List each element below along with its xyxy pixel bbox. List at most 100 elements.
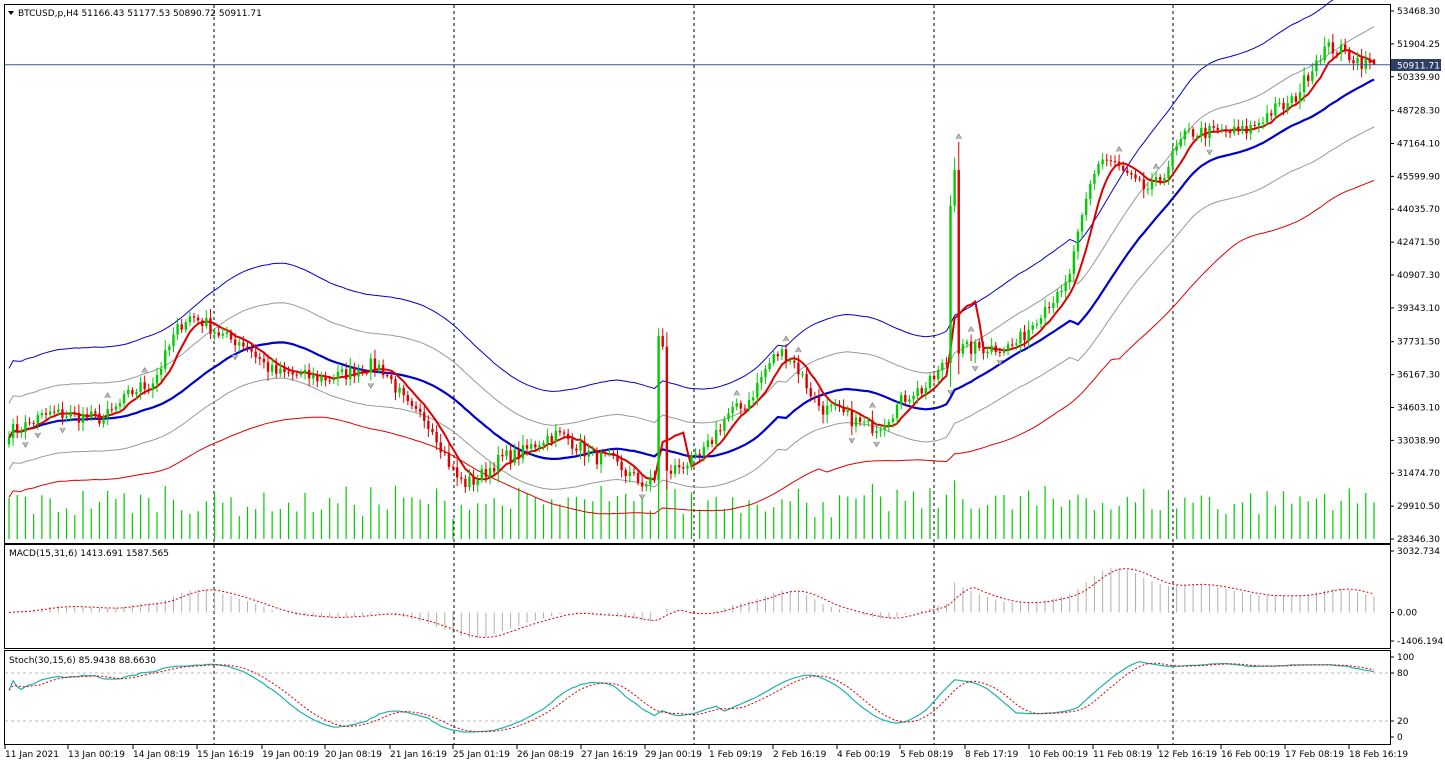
candle-body <box>830 405 833 407</box>
time-tick-label: 2 Feb 16:19 <box>773 750 827 760</box>
candle-body <box>661 336 664 347</box>
candle-body <box>1015 343 1018 345</box>
candle-body <box>965 341 969 345</box>
macd-indicator <box>8 568 1375 638</box>
candle-body <box>147 389 150 391</box>
candle-body <box>90 411 93 418</box>
candle-body <box>205 318 208 326</box>
candle-body <box>1056 292 1059 304</box>
candle-body <box>139 382 142 392</box>
candle-body <box>550 435 553 442</box>
candle-body <box>858 417 862 422</box>
candle-body <box>1278 102 1281 104</box>
candle-body <box>949 205 952 363</box>
candle-body <box>640 482 644 487</box>
candle-body <box>94 411 97 414</box>
candle-body <box>328 380 331 382</box>
price-tick-label: 48728.30 <box>1397 107 1440 117</box>
price-tick-label: 36167.30 <box>1397 371 1440 381</box>
candle-body <box>476 480 479 485</box>
candle-body <box>1356 57 1359 64</box>
time-tick-label: 26 Jan 08:19 <box>517 750 574 760</box>
candle-body <box>480 469 484 481</box>
candle-body <box>398 387 401 393</box>
candle-body <box>1290 96 1293 103</box>
candle-body <box>1035 323 1039 326</box>
candle-body <box>973 342 977 354</box>
candle-body <box>283 368 286 373</box>
candle-body <box>1294 96 1298 102</box>
candle-body <box>710 440 714 444</box>
candle-body <box>1047 307 1051 309</box>
candle-body <box>546 435 549 444</box>
candle-body <box>908 399 911 402</box>
candle-body <box>344 369 348 380</box>
macd-tick-label: 3032.734 <box>1397 547 1440 557</box>
candle-body <box>1109 160 1113 162</box>
candle-body <box>357 370 360 377</box>
candle-body <box>628 472 632 477</box>
candle-body <box>77 412 81 423</box>
candle-body <box>188 316 192 323</box>
candle-body <box>1245 126 1248 134</box>
candle-body <box>1335 53 1339 55</box>
candle-body <box>122 394 126 404</box>
time-tick-label: 18 Feb 16:19 <box>1349 750 1408 760</box>
candle-body <box>135 391 138 395</box>
candle-body <box>1187 129 1191 131</box>
candle-body <box>620 461 623 471</box>
macd-tick-label: 0.00 <box>1397 608 1417 618</box>
candle-body <box>776 354 780 357</box>
candle-body <box>1023 331 1026 341</box>
candle-body <box>48 411 52 415</box>
candle-body <box>953 170 956 206</box>
candle-body <box>390 375 393 380</box>
candle-body <box>460 477 463 479</box>
candle-body <box>558 430 562 433</box>
price-tick-label: 37731.50 <box>1397 338 1440 348</box>
candle-body <box>61 409 64 419</box>
time-tick-label: 1 Feb 09:19 <box>709 750 763 760</box>
stoch-tick-label: 80 <box>1397 669 1409 679</box>
candle-body <box>566 433 570 440</box>
candle-body <box>887 421 891 426</box>
candle-body <box>1241 126 1244 132</box>
stoch-tick-label: 100 <box>1397 653 1414 663</box>
candle-body <box>1220 129 1224 131</box>
price-tick-label: 47164.10 <box>1397 139 1440 149</box>
candle-body <box>862 421 866 423</box>
candle-body <box>373 358 377 370</box>
candle-body <box>505 450 508 457</box>
stoch-tick-label: 20 <box>1397 717 1409 727</box>
candle-body <box>250 348 253 352</box>
candle-body <box>184 322 187 330</box>
candle-body <box>1270 113 1273 116</box>
candle-body <box>534 444 537 448</box>
candle-body <box>316 374 319 382</box>
price-tick-label: 33038.90 <box>1397 436 1440 446</box>
candle-body <box>928 375 932 388</box>
candle-body <box>1253 124 1256 126</box>
candle-body <box>106 409 109 418</box>
candle-body <box>32 422 35 424</box>
candle-body <box>118 403 122 407</box>
time-tick-label: 25 Jan 01:19 <box>453 750 510 760</box>
candle-body <box>719 430 722 432</box>
candlesticks[interactable] <box>7 33 1376 513</box>
candle-body <box>743 408 747 410</box>
candle-body <box>1282 102 1285 110</box>
candle-body <box>307 369 311 379</box>
candle-body <box>455 467 459 478</box>
candle-body <box>287 372 290 374</box>
candle-body <box>381 364 385 376</box>
candle-body <box>1237 126 1240 132</box>
candle-body <box>723 419 726 431</box>
price-tick-label: 31474.70 <box>1397 469 1440 479</box>
candle-body <box>756 382 759 398</box>
collapse-triangle-icon[interactable] <box>8 11 14 15</box>
candle-body <box>353 367 356 377</box>
candle-body <box>275 365 278 374</box>
candle-body <box>1208 126 1211 139</box>
time-tick-label: 4 Feb 00:19 <box>837 750 891 760</box>
